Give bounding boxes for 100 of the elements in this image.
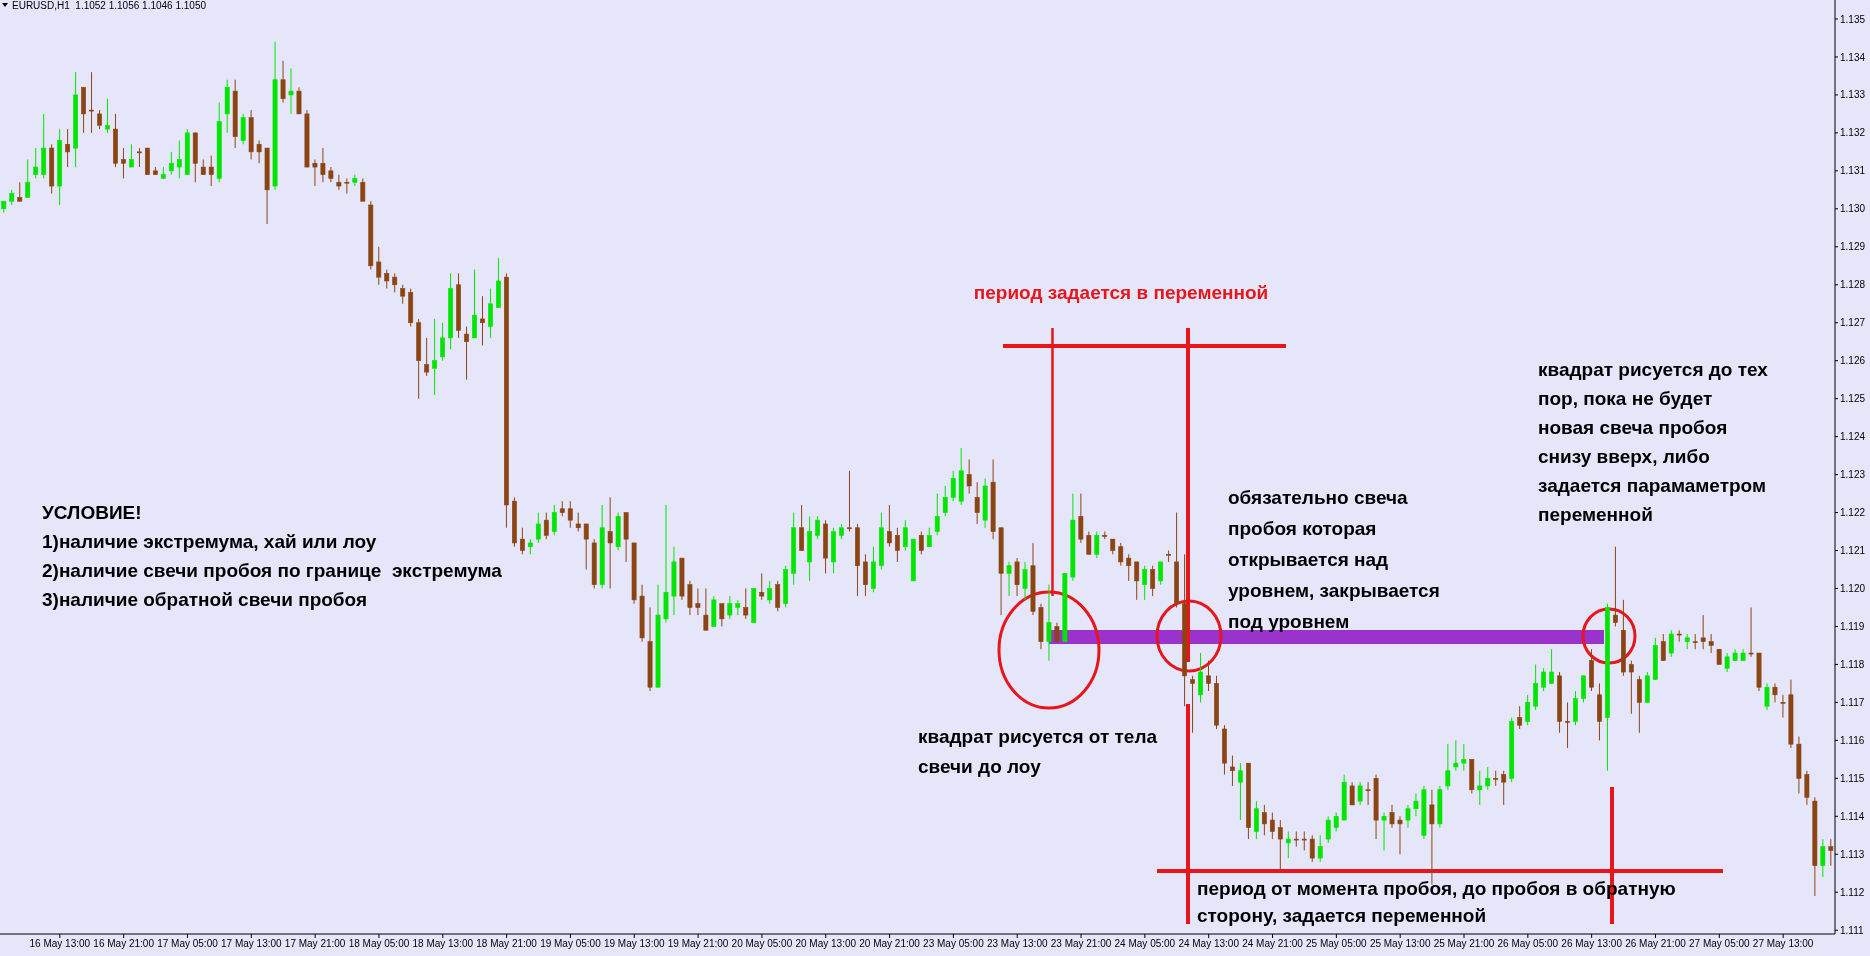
x-tick-label: 18 May 05:00 [348, 938, 410, 950]
candlestick [567, 500, 573, 529]
candlestick [1453, 739, 1459, 772]
candlestick [121, 147, 126, 179]
x-tick-label: 18 May 21:00 [476, 938, 538, 950]
candlestick [168, 151, 174, 176]
candlestick [687, 580, 693, 616]
candlestick [1190, 675, 1195, 734]
x-tick-label: 16 May 13:00 [29, 938, 91, 950]
candlestick [863, 553, 868, 597]
y-tick-label: 1.112 [1840, 886, 1865, 898]
x-tick-label: 26 May 05:00 [1497, 938, 1559, 950]
candlestick [942, 485, 948, 517]
candlestick [1078, 493, 1084, 544]
y-tick-label: 1.116 [1840, 734, 1865, 746]
candlestick [1780, 694, 1786, 719]
candlestick [519, 527, 525, 555]
candlestick [65, 128, 71, 168]
candlestick [1445, 743, 1451, 791]
y-tick-label: 1.134 [1840, 51, 1866, 63]
candlestick [1501, 770, 1507, 806]
candlestick [1485, 766, 1491, 791]
candlestick [1253, 800, 1259, 840]
candlestick [583, 523, 589, 571]
y-tick-label: 1.129 [1840, 241, 1866, 253]
candlestick [336, 174, 342, 191]
y-tick-label: 1.135 [1840, 13, 1866, 25]
candlestick [902, 519, 908, 552]
candlestick [472, 269, 477, 339]
y-tick-label: 1.119 [1840, 621, 1865, 633]
x-tick-label: 25 May 21:00 [1433, 938, 1495, 950]
x-tick-label: 17 May 13:00 [221, 938, 283, 950]
candlestick [320, 147, 326, 183]
candlestick [1357, 781, 1363, 806]
annotation: обязательно свеча пробоя которая открывается над уровнем, закрывается под уровнем [1228, 486, 1440, 634]
candlestick [1126, 553, 1132, 582]
y-tick-label: 1.133 [1840, 89, 1866, 101]
candlestick [17, 181, 23, 202]
candlestick [89, 71, 94, 134]
candlestick [25, 158, 31, 198]
candlestick [767, 580, 773, 605]
candlestick [280, 60, 286, 104]
candlestick [1014, 557, 1020, 597]
y-tick-label: 1.126 [1840, 355, 1866, 367]
candlestick [1094, 531, 1100, 559]
candlestick [488, 288, 493, 339]
candlestick [1325, 815, 1331, 844]
candlestick [1381, 812, 1387, 851]
candlestick [1054, 622, 1060, 643]
candlestick [480, 295, 485, 346]
candlestick [1317, 834, 1323, 863]
candlestick [1230, 755, 1235, 787]
x-tick-label: 24 May 13:00 [1178, 938, 1240, 950]
y-tick-label: 1.127 [1840, 317, 1866, 329]
y-tick-label: 1.132 [1840, 127, 1866, 139]
y-tick-label: 1.115 [1840, 772, 1865, 784]
candlestick [440, 322, 445, 362]
candlestick [1238, 762, 1243, 821]
x-tick-label: 20 May 21:00 [859, 938, 921, 950]
y-tick-label: 1.130 [1840, 203, 1866, 215]
candlestick [208, 155, 214, 187]
candlestick [1118, 542, 1124, 567]
candlestick [1301, 830, 1307, 851]
chart-title: EURUSD,H1 1.1052 1.1056 1.1046 1.1050 [12, 0, 207, 11]
candlestick [1636, 675, 1642, 734]
candlestick [137, 147, 142, 168]
candlestick [1565, 701, 1570, 749]
y-tick-label: 1.120 [1840, 583, 1866, 595]
candlestick [1006, 561, 1012, 597]
candlestick [1022, 561, 1028, 601]
candlestick [966, 458, 972, 495]
candlestick [1333, 812, 1339, 832]
candlestick [312, 158, 318, 187]
candlestick [1613, 546, 1618, 627]
candlestick [1708, 633, 1714, 654]
candlestick [1581, 675, 1586, 703]
y-tick-label: 1.118 [1840, 658, 1865, 670]
candlestick [344, 177, 350, 195]
y-tick-label: 1.113 [1840, 848, 1865, 860]
annotation: УСЛОВИЕ! 1)наличие экстремума, хай или лоу 2)наличие свечи пробоя по границе экстремума 3)наличие обратной свечи пробоя [42, 501, 502, 612]
candlestick [950, 470, 956, 502]
candlestick [400, 284, 406, 305]
candlestick [575, 512, 581, 533]
candlestick [1772, 682, 1778, 703]
candlestick [432, 318, 438, 396]
candlestick [1541, 667, 1546, 692]
candlestick [1820, 838, 1826, 878]
y-tick-label: 1.128 [1840, 279, 1866, 291]
candlestick [464, 326, 469, 381]
candlestick [1628, 660, 1634, 715]
x-tick-label: 19 May 13:00 [603, 938, 665, 950]
x-tick-label: 19 May 21:00 [667, 938, 729, 950]
candlestick [33, 147, 39, 179]
candlestick [1764, 682, 1770, 711]
x-tick-label: 26 May 13:00 [1561, 938, 1623, 950]
x-tick-label: 25 May 05:00 [1306, 938, 1368, 950]
candlestick [934, 493, 940, 536]
candlestick [775, 580, 781, 612]
y-tick-label: 1.121 [1840, 545, 1866, 557]
candlestick [1142, 565, 1148, 601]
